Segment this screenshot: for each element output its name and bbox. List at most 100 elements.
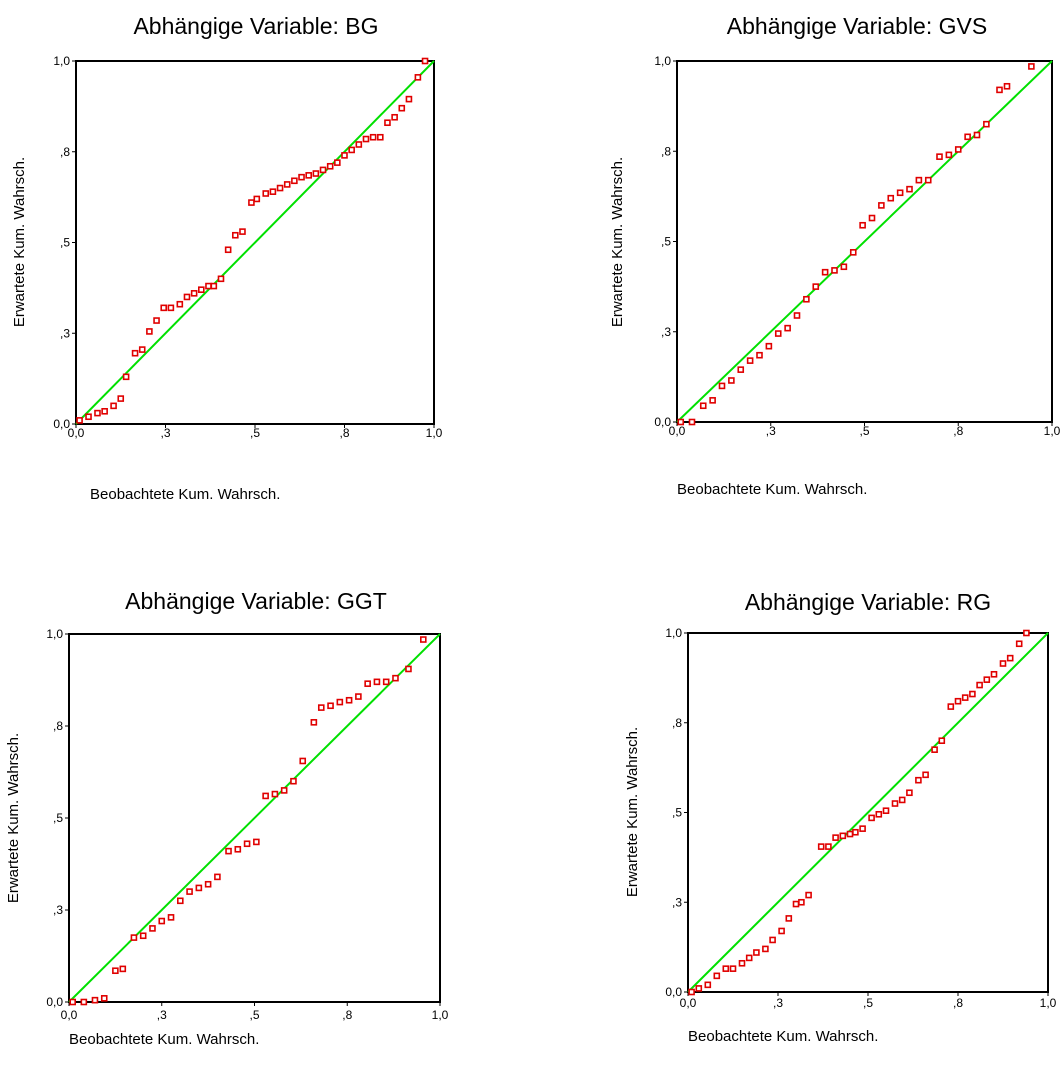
data-point [983, 676, 991, 683]
y-tick-label: ,5 [661, 235, 671, 249]
data-point [204, 880, 212, 888]
x-tick-label: 1,0 [1044, 424, 1061, 438]
x-tick-label: ,8 [953, 996, 963, 1010]
y-tick-label: ,8 [60, 145, 70, 159]
data-point [225, 847, 232, 855]
data-point [392, 674, 399, 682]
x-tick-label: ,8 [342, 1008, 352, 1022]
data-point [183, 293, 191, 301]
data-point [119, 965, 127, 973]
y-axis-label: Erwartete Kum. Wahrsch. [624, 727, 641, 897]
data-point [832, 834, 839, 841]
data-point [798, 898, 805, 906]
data-point [875, 810, 883, 818]
x-tick-label: 0,0 [68, 426, 85, 440]
x-tick-label: ,8 [953, 424, 963, 438]
data-point [177, 897, 184, 905]
reference-line [687, 632, 1049, 993]
data-point [915, 776, 922, 784]
data-point [688, 988, 695, 996]
y-tick-label: 0,0 [46, 995, 63, 1009]
data-point [376, 133, 384, 141]
data-point [882, 807, 890, 815]
data-point [778, 927, 785, 935]
data-point [160, 304, 168, 312]
data-point [831, 267, 838, 274]
y-tick-label: ,8 [661, 144, 671, 158]
data-point [217, 275, 225, 283]
data-point [745, 954, 753, 962]
data-point [1023, 629, 1030, 637]
reference-line [676, 60, 1053, 423]
data-point [852, 828, 859, 836]
data-point [785, 915, 793, 922]
data-point [990, 670, 998, 678]
data-point [713, 972, 721, 980]
data-point [94, 409, 101, 417]
data-point [915, 176, 923, 184]
data-point [756, 351, 763, 359]
reference-line [68, 633, 441, 1003]
y-tick-label: 1,0 [665, 626, 682, 640]
data-point [232, 231, 239, 239]
data-point [792, 900, 800, 908]
data-point [769, 936, 776, 944]
data-point [964, 133, 971, 141]
data-point [1003, 82, 1011, 90]
data-point [969, 690, 976, 698]
data-point [859, 221, 866, 229]
data-point [355, 141, 363, 148]
data-point [405, 665, 412, 673]
y-tick-label: ,5 [53, 811, 63, 825]
data-point [878, 202, 885, 209]
data-point [938, 737, 946, 745]
data-point [936, 153, 943, 160]
data-point [762, 945, 769, 953]
data-point [153, 317, 160, 324]
y-tick-label: ,3 [661, 325, 671, 339]
data-point [224, 246, 232, 254]
x-tick-label: 0,0 [669, 424, 686, 438]
y-tick-label: 1,0 [46, 627, 63, 641]
data-point [91, 996, 99, 1004]
data-point [906, 185, 913, 193]
x-axis-label: Beobachtete Kum. Wahrsch. [677, 481, 867, 498]
data-point [817, 843, 825, 850]
data-point [283, 181, 291, 188]
data-point [158, 917, 166, 925]
data-point [317, 704, 325, 711]
chart-title: Abhängige Variable: RG [745, 589, 991, 615]
data-point [234, 845, 242, 853]
y-tick-label: 0,0 [665, 985, 682, 999]
data-point [131, 349, 139, 357]
data-point [849, 249, 857, 256]
data-point [100, 995, 108, 1002]
data-point [110, 402, 117, 410]
data-point [924, 176, 932, 184]
data-point [336, 698, 344, 706]
data-point [774, 330, 782, 337]
data-point [176, 300, 184, 308]
data-point [793, 312, 801, 319]
x-tick-label: 1,0 [1040, 996, 1057, 1010]
data-point [362, 135, 370, 143]
data-point [729, 965, 737, 972]
data-point [122, 373, 130, 381]
data-point [130, 934, 138, 941]
y-axis-label: Erwartete Kum. Wahrsch. [11, 157, 28, 327]
data-point [812, 283, 820, 290]
data-point [276, 184, 284, 192]
data-point [840, 263, 848, 271]
data-point [373, 678, 381, 686]
data-point [334, 159, 341, 166]
data-point [69, 998, 77, 1006]
y-tick-label: 1,0 [654, 54, 671, 68]
data-point [947, 703, 955, 710]
x-tick-label: ,8 [339, 426, 349, 440]
data-point [210, 282, 218, 290]
data-point [753, 949, 760, 956]
data-point [262, 190, 270, 197]
x-axis-label: Beobachtete Kum. Wahrsch. [90, 486, 280, 503]
y-tick-label: ,3 [60, 326, 70, 340]
data-point [887, 194, 895, 202]
